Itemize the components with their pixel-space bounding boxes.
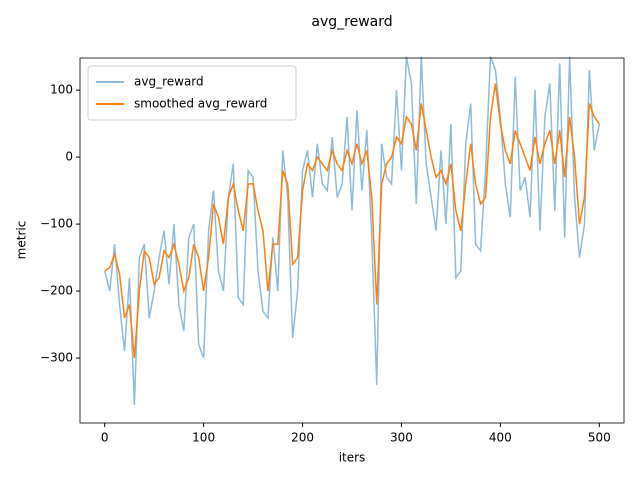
legend-label: avg_reward	[134, 75, 204, 89]
legend-box	[87, 65, 297, 121]
plot-frame	[79, 57, 625, 424]
y-tick-label: 0	[65, 150, 73, 164]
x-tick-label: 300	[390, 431, 413, 445]
x-tick-label: 500	[588, 431, 611, 445]
series-line	[104, 83, 600, 359]
chart-title: avg_reward	[311, 14, 392, 30]
series-line	[103, 56, 601, 405]
x-tick-label: 200	[291, 431, 314, 445]
legend-label: smoothed avg_reward	[134, 97, 267, 111]
y-tick-label: −200	[40, 284, 73, 298]
x-tick-label: 100	[192, 431, 215, 445]
x-axis-label: iters	[339, 451, 366, 465]
x-tick-label: 0	[101, 431, 109, 445]
x-tick-label: 400	[489, 431, 512, 445]
y-tick-label: 100	[50, 83, 73, 97]
legend: avg_reward smoothed avg_reward	[87, 65, 297, 121]
y-axis-label: metric	[15, 221, 29, 260]
y-tick-label: −300	[40, 351, 73, 365]
y-tick-label: −100	[40, 217, 73, 231]
